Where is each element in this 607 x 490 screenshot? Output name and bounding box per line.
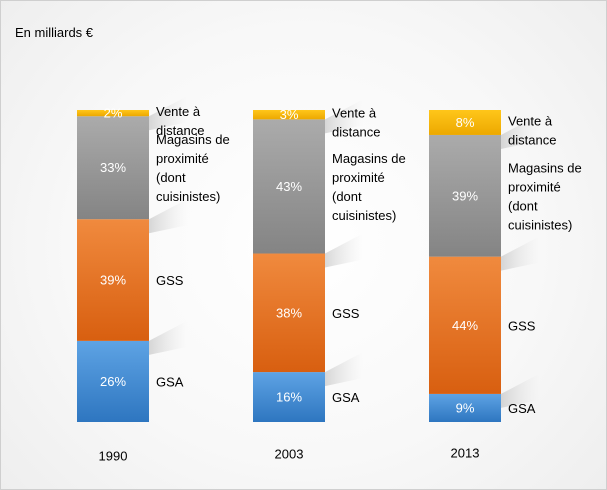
series-label-vente-a-distance: Vente à distance bbox=[156, 104, 204, 138]
series-label-magasins-de-proximite-dont-cuisinistes: Magasins de proximité (dont cuisinistes) bbox=[508, 160, 582, 232]
series-label-gsa: GSA bbox=[332, 390, 360, 405]
bar-shadow bbox=[325, 233, 363, 268]
bar-shadow bbox=[501, 114, 539, 149]
bar-2003-magasins-de-proximite-dont-cuisinistes bbox=[253, 119, 325, 254]
bar-shadow bbox=[501, 236, 539, 271]
data-label: 8% bbox=[456, 115, 475, 130]
bar-2003-vente-a-distance bbox=[253, 110, 325, 120]
bar-2013-gss bbox=[429, 256, 501, 394]
series-label-gss: GSS bbox=[156, 273, 184, 288]
category-label-2013: 2013 bbox=[451, 446, 480, 461]
series-label-vente-a-distance: Vente à distance bbox=[508, 113, 556, 147]
bar-2013-magasins-de-proximite-dont-cuisinistes bbox=[429, 134, 501, 257]
bar-1990-vente-a-distance bbox=[77, 110, 149, 117]
bar-2013-gsa bbox=[429, 393, 501, 422]
series-label-gsa: GSA bbox=[508, 400, 536, 415]
series-label-magasins-de-proximite-dont-cuisinistes: Magasins de proximité (dont cuisinistes) bbox=[332, 150, 406, 222]
bar-shadow bbox=[325, 352, 363, 387]
bar-2013-vente-a-distance bbox=[429, 110, 501, 135]
data-label: 16% bbox=[276, 390, 302, 405]
data-label: 2% bbox=[104, 106, 123, 121]
data-label: 33% bbox=[100, 160, 126, 175]
data-label: 39% bbox=[452, 188, 478, 203]
bar-2003-gsa bbox=[253, 372, 325, 422]
data-label: 43% bbox=[276, 179, 302, 194]
data-label: 26% bbox=[100, 374, 126, 389]
bar-shadow bbox=[501, 373, 539, 408]
unit-label: En milliards € bbox=[15, 25, 94, 40]
series-label-vente-a-distance: Vente à distance bbox=[332, 105, 380, 139]
bar-2003-gss bbox=[253, 253, 325, 373]
series-label-magasins-de-proximite-dont-cuisinistes: Magasins de proximité (dont cuisinistes) bbox=[156, 132, 230, 204]
data-label: 44% bbox=[452, 318, 478, 333]
bar-1990-gss bbox=[77, 219, 149, 341]
bar-shadow bbox=[149, 199, 187, 234]
series-label-gss: GSS bbox=[508, 318, 536, 333]
series-label-gsa: GSA bbox=[156, 374, 184, 389]
category-label-2003: 2003 bbox=[275, 447, 304, 462]
data-label: 38% bbox=[276, 305, 302, 320]
bar-shadow bbox=[325, 99, 363, 134]
data-label: 39% bbox=[100, 273, 126, 288]
series-label-gss: GSS bbox=[332, 305, 360, 320]
data-label: 9% bbox=[456, 400, 475, 415]
bar-1990-magasins-de-proximite-dont-cuisinistes bbox=[77, 116, 149, 220]
bar-1990-gsa bbox=[77, 340, 149, 422]
bar-shadow bbox=[149, 320, 187, 355]
bar-shadow bbox=[149, 96, 187, 131]
data-label: 3% bbox=[280, 107, 299, 122]
category-label-1990: 1990 bbox=[99, 449, 128, 464]
